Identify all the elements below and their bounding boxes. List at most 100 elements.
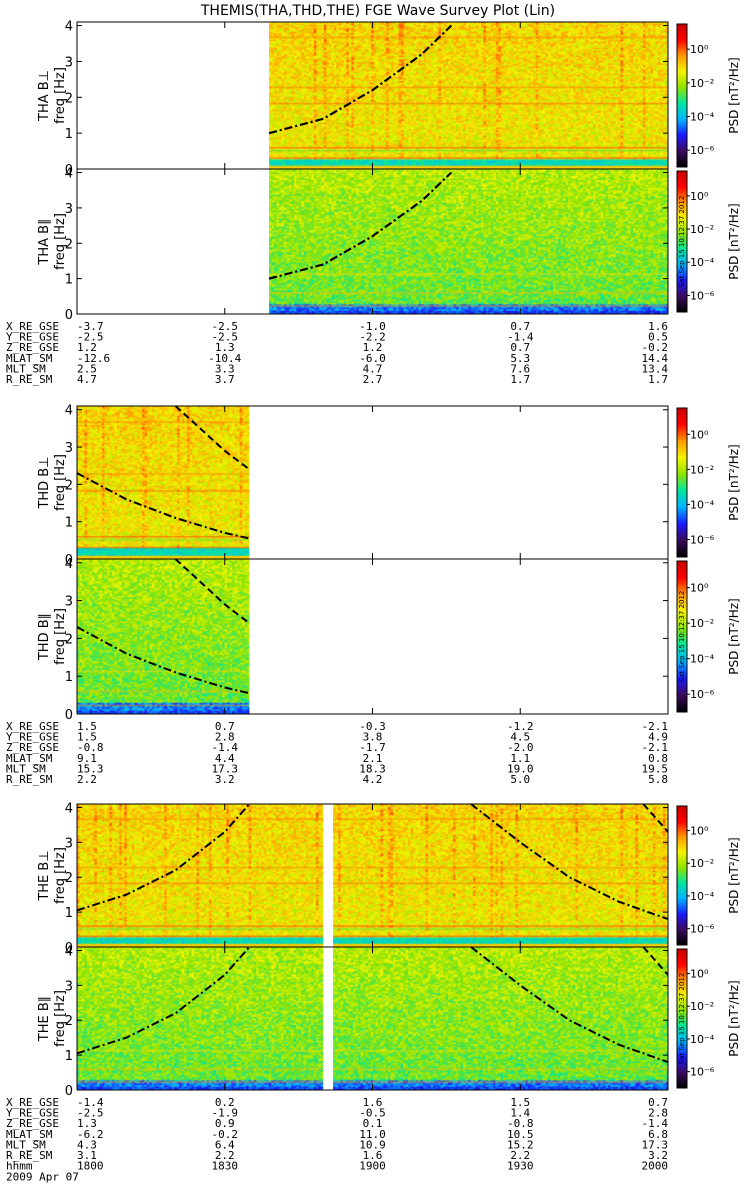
gyro-frequency-line: [174, 558, 250, 625]
gyro-frequency-line: [642, 803, 669, 833]
colorbar-tick-label: 10⁻⁴: [690, 653, 715, 666]
ephemeris-value: -2.5: [212, 331, 239, 344]
colorbar-tick-label: 10⁻²: [690, 77, 714, 90]
ephemeris-value: 4.7: [77, 373, 97, 386]
gyro-frequency-line: [76, 946, 251, 1055]
colorbar-tick-label: 10⁻²: [690, 463, 714, 476]
spectrogram-image: [77, 947, 324, 1090]
ephemeris-value: 1.2: [77, 341, 97, 354]
ephemeris-value: -1.4: [77, 1096, 104, 1109]
ephemeris-value: -10.4: [208, 352, 241, 365]
freq-axis-label: freq [Hz]: [53, 608, 68, 665]
ephemeris-value: -1.2: [507, 720, 534, 733]
ephemeris-value: 19.5: [642, 762, 669, 775]
ephemeris-value: -0.5: [359, 1107, 386, 1120]
ephemeris-value: 15.3: [77, 762, 104, 775]
ephemeris-value: 5.8: [648, 773, 668, 786]
colorbar: [676, 170, 688, 313]
colorbar-tick-label: 10⁻⁶: [690, 533, 715, 546]
freq-tick-label: 0: [65, 941, 73, 956]
ephemeris-value: 18.3: [359, 762, 386, 775]
ephemeris-value: -3.7: [77, 320, 104, 333]
ephemeris-value: -2.5: [77, 1107, 104, 1120]
time-tick-label: 1800: [77, 1160, 104, 1173]
freq-tick-label: 2: [65, 91, 73, 106]
ephemeris-value: 1.5: [510, 1096, 530, 1109]
freq-axis-label: freq [Hz]: [53, 990, 68, 1047]
freq-tick-label: 2: [65, 1014, 73, 1029]
gyro-frequency-line: [642, 946, 669, 976]
freq-tick-label: 0: [65, 163, 73, 178]
ephemeris-value: 6.4: [215, 1138, 235, 1151]
ephemeris-value: -1.4: [507, 331, 534, 344]
ephemeris-value: -2.0: [507, 741, 534, 754]
ephemeris-value: 1.7: [648, 373, 668, 386]
ephemeris-value: 6.8: [648, 1128, 668, 1141]
colorbar-tick-label: 10⁻⁶: [690, 688, 715, 701]
freq-tick-label: 3: [65, 595, 73, 610]
freq-axis-label: freq [Hz]: [53, 847, 68, 904]
colorbar-tick-label: 10⁰: [690, 582, 709, 595]
ephemeris-value: -0.2: [212, 1128, 239, 1141]
ephemeris-value: 4.5: [510, 731, 530, 744]
time-axis-label: hhmm: [6, 1160, 33, 1173]
ephemeris-value: 0.5: [648, 331, 668, 344]
spectrogram-image: [269, 22, 668, 169]
colorbar-tick-label: 10⁰: [690, 968, 709, 981]
ephemeris-value: 0.7: [215, 720, 235, 733]
freq-tick-label: 1: [65, 670, 73, 685]
ephemeris-value: 1.5: [77, 720, 97, 733]
panel-ylabel: THD B∥: [37, 613, 52, 661]
ephemeris-value: 3.3: [215, 362, 235, 375]
timestamp-stamp: Sat Sep 15 10:12:37 2012: [678, 973, 686, 1065]
ephemeris-name: MLT_SM: [6, 362, 46, 375]
freq-tick-label: 4: [65, 404, 73, 419]
ephemeris-value: 1.3: [215, 341, 235, 354]
ephemeris-value: 2.5: [77, 362, 97, 375]
panel-ylabel: THE B⊥: [37, 850, 52, 901]
ephemeris-name: MLT_SM: [6, 1138, 46, 1151]
spectrogram-image: [77, 804, 324, 947]
ephemeris-value: 5.3: [510, 352, 530, 365]
ephemeris-value: 3.8: [363, 731, 383, 744]
ephemeris-value: -1.4: [642, 1117, 669, 1130]
ephemeris-name: R_RE_SM: [6, 773, 53, 786]
gyro-frequency-line: [470, 803, 669, 921]
ephemeris-value: 1.6: [648, 320, 668, 333]
ephemeris-name: MLAT_SM: [6, 752, 53, 765]
ephemeris-value: -1.4: [212, 741, 239, 754]
time-tick-label: 1930: [507, 1160, 534, 1173]
ephemeris-value: 13.4: [642, 362, 669, 375]
freq-tick-label: 3: [65, 979, 73, 994]
time-tick-label: 2000: [642, 1160, 669, 1173]
ephemeris-value: -12.6: [77, 352, 110, 365]
freq-tick-label: 0: [65, 1084, 73, 1099]
ephemeris-value: 2.2: [510, 1149, 530, 1162]
colorbar: [676, 805, 688, 946]
ephemeris-value: -2.1: [642, 741, 669, 754]
ephemeris-value: -1.0: [359, 320, 386, 333]
freq-tick-label: 3: [65, 202, 73, 217]
freq-tick-label: 2: [65, 632, 73, 647]
panel-ylabel: THE B∥: [37, 996, 52, 1042]
ephemeris-name: X_RE_GSE: [6, 720, 59, 733]
colorbar-tick-label: 10⁻²: [690, 1000, 714, 1013]
colorbar-tick-label: 10⁰: [690, 825, 709, 838]
ephemeris-value: 7.6: [510, 362, 530, 375]
ephemeris-value: 1.7: [510, 373, 530, 386]
ephemeris-name: Z_RE_GSE: [6, 1117, 59, 1130]
ephemeris-value: 4.4: [215, 752, 235, 765]
freq-tick-label: 0: [65, 708, 73, 723]
date-label: 2009 Apr 07: [6, 1171, 79, 1184]
colorbar-tick-label: 10⁻⁴: [690, 498, 715, 511]
ephemeris-value: 1.4: [510, 1107, 530, 1120]
freq-tick-label: 3: [65, 441, 73, 456]
ephemeris-value: -2.2: [359, 331, 386, 344]
ephemeris-value: 2.8: [215, 731, 235, 744]
ephemeris-value: 17.3: [212, 762, 239, 775]
ephemeris-value: 2.2: [215, 1149, 235, 1162]
freq-tick-label: 1: [65, 1049, 73, 1064]
ephemeris-value: 2.1: [363, 752, 383, 765]
ephemeris-value: 0.7: [648, 1096, 668, 1109]
colorbar: [676, 948, 688, 1089]
